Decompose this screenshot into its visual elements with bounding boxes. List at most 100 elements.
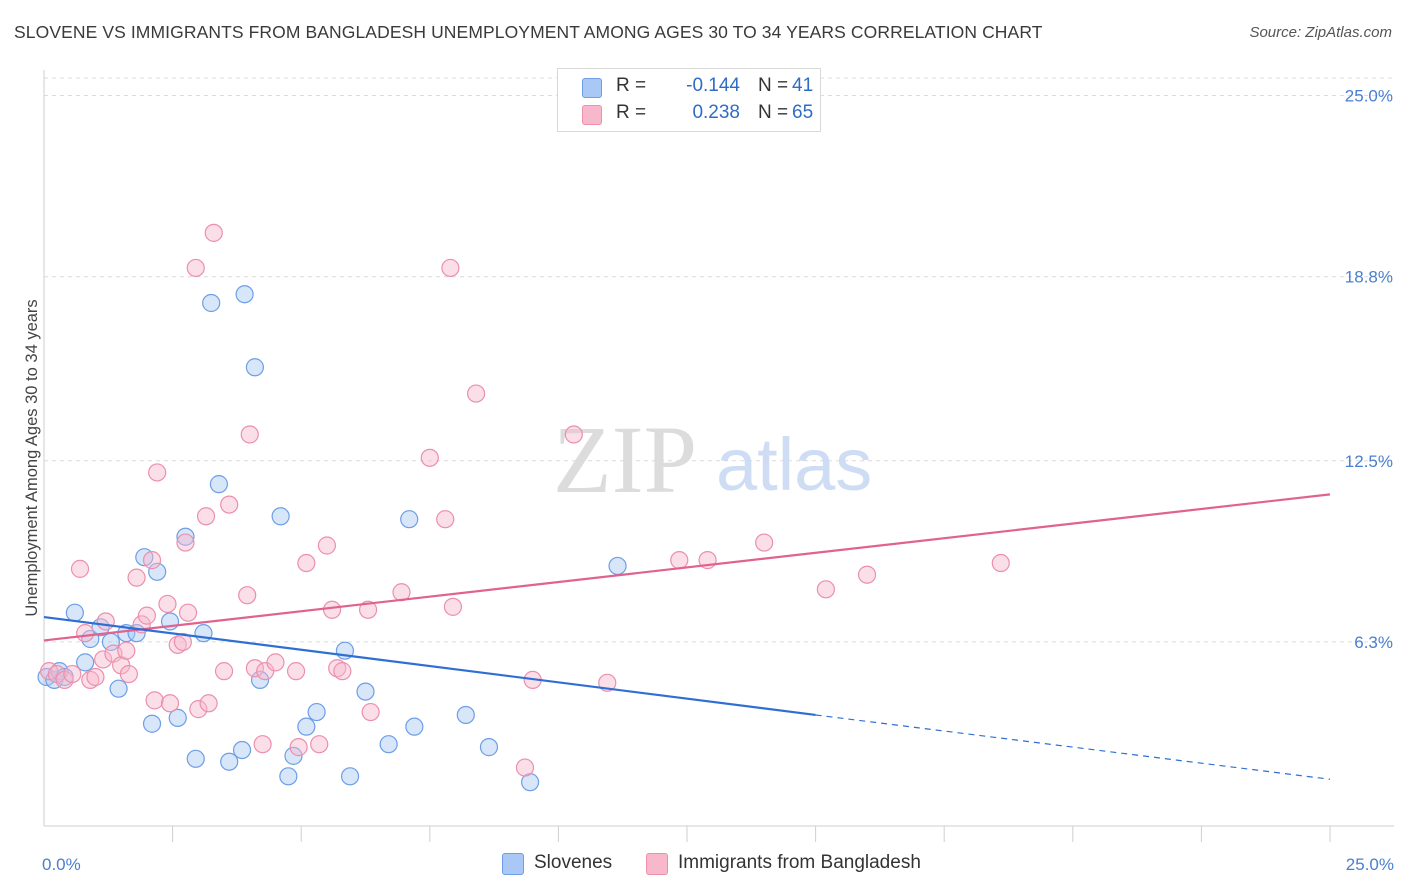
y-tick-label: 18.8% <box>1345 268 1393 287</box>
data-point-bangladesh <box>96 612 115 631</box>
data-point-bangladesh <box>186 258 205 278</box>
legend-r-label: R = <box>616 75 647 96</box>
watermark-atlas: atlas <box>716 423 872 506</box>
data-point-bangladesh <box>515 758 535 777</box>
data-point-slovenes <box>456 705 475 725</box>
data-point-bangladesh <box>63 664 82 684</box>
data-point-slovenes <box>271 507 290 526</box>
legend-r-value: 0.238 <box>692 102 740 123</box>
data-point-bangladesh <box>670 551 689 570</box>
source-credit: Source: ZipAtlas.com <box>1249 24 1392 41</box>
chart-title: SLOVENE VS IMMIGRANTS FROM BANGLADESH UN… <box>14 22 1043 42</box>
y-tick-label: 6.3% <box>1354 633 1393 652</box>
trend-line-slovenes <box>43 615 816 717</box>
legend-n-value: 41 <box>792 75 814 96</box>
data-point-bangladesh <box>245 659 265 678</box>
data-point-slovenes <box>284 746 303 765</box>
data-point-bangladesh <box>857 565 877 584</box>
data-point-bangladesh <box>176 533 195 552</box>
data-point-slovenes <box>608 556 627 576</box>
data-point-bangladesh <box>310 735 329 754</box>
legend-label-slovenes: Slovenes <box>534 852 613 873</box>
data-point-slovenes <box>176 527 195 546</box>
data-point-bangladesh <box>361 702 380 722</box>
data-point-bangladesh <box>127 568 146 587</box>
legend-swatch-bangladesh <box>582 105 602 125</box>
data-point-bangladesh <box>94 650 113 669</box>
correlation-legend: R = -0.144 N = 41 R = 0.238 N = 65 <box>557 68 821 132</box>
data-point-slovenes <box>186 749 205 768</box>
data-point-bangladesh <box>168 635 187 654</box>
data-point-bangladesh <box>466 384 486 403</box>
legend-n-label: N = <box>758 75 789 96</box>
data-point-bangladesh <box>253 735 272 754</box>
data-point-slovenes <box>76 653 95 672</box>
data-point-bangladesh <box>991 553 1010 573</box>
data-point-slovenes <box>340 767 360 786</box>
data-point-bangladesh <box>238 586 257 605</box>
data-point-slovenes <box>202 293 221 313</box>
series-bangladesh-points <box>40 223 1010 777</box>
data-point-bangladesh <box>420 448 439 467</box>
legend-swatch-bangladesh <box>646 853 668 875</box>
data-point-slovenes <box>209 475 228 494</box>
data-point-bangladesh <box>436 510 455 529</box>
data-point-bangladesh <box>240 425 259 444</box>
data-point-bangladesh <box>297 553 316 573</box>
data-point-slovenes <box>235 285 254 304</box>
data-point-bangladesh <box>289 738 308 757</box>
data-point-bangladesh <box>755 533 774 552</box>
data-point-bangladesh <box>158 594 177 614</box>
data-point-slovenes <box>307 702 326 722</box>
legend-swatch-slovenes <box>582 78 602 98</box>
data-point-slovenes <box>250 670 270 690</box>
data-point-slovenes <box>479 738 499 757</box>
legend-n-label: N = <box>758 102 789 123</box>
data-point-slovenes <box>297 717 316 736</box>
data-point-slovenes <box>245 358 265 377</box>
data-point-slovenes <box>379 735 398 754</box>
data-point-bangladesh <box>220 495 239 514</box>
data-point-bangladesh <box>119 664 138 684</box>
data-point-slovenes <box>232 740 252 760</box>
y-axis-title: Unemployment Among Ages 30 to 34 years <box>23 299 41 616</box>
data-point-bangladesh <box>189 700 208 719</box>
data-point-slovenes <box>400 510 419 529</box>
data-point-bangladesh <box>328 659 347 678</box>
data-point-bangladesh <box>117 641 136 660</box>
data-point-bangladesh <box>317 536 337 555</box>
trend-line-slovenes-extension <box>815 714 1331 780</box>
y-tick-labels: 6.3% 12.5% 18.8% 25.0% <box>1345 87 1393 652</box>
x-tick-label: 25.0% <box>1346 855 1394 874</box>
legend-r-value: -0.144 <box>686 75 740 96</box>
data-point-bangladesh <box>76 624 95 643</box>
data-point-slovenes <box>65 603 84 622</box>
data-point-bangladesh <box>358 600 378 619</box>
trend-lines <box>43 493 1331 780</box>
data-point-bangladesh <box>196 507 216 526</box>
legend-swatch-slovenes <box>502 853 524 875</box>
data-point-bangladesh <box>441 258 460 278</box>
watermark-zip: ZIP <box>553 406 697 513</box>
data-point-bangladesh <box>204 223 223 242</box>
data-point-bangladesh <box>199 694 218 713</box>
data-point-bangladesh <box>286 662 306 681</box>
legend-r-label: R = <box>616 102 647 123</box>
data-point-bangladesh <box>81 670 100 690</box>
data-point-bangladesh <box>816 580 835 599</box>
data-point-slovenes <box>279 767 298 786</box>
data-point-slovenes <box>109 679 128 698</box>
data-point-bangladesh <box>142 551 162 570</box>
data-point-bangladesh <box>148 463 167 482</box>
legend-n-value: 65 <box>792 102 814 123</box>
data-point-bangladesh <box>443 597 463 616</box>
data-point-slovenes <box>148 562 167 581</box>
data-point-slovenes <box>142 714 162 733</box>
data-point-bangladesh <box>70 559 90 578</box>
watermark: ZIP atlas <box>553 406 872 513</box>
data-point-slovenes <box>405 717 424 736</box>
data-point-bangladesh <box>333 662 352 681</box>
data-point-bangladesh <box>86 667 105 687</box>
data-point-bangladesh <box>173 632 192 652</box>
data-point-bangladesh <box>214 662 234 681</box>
